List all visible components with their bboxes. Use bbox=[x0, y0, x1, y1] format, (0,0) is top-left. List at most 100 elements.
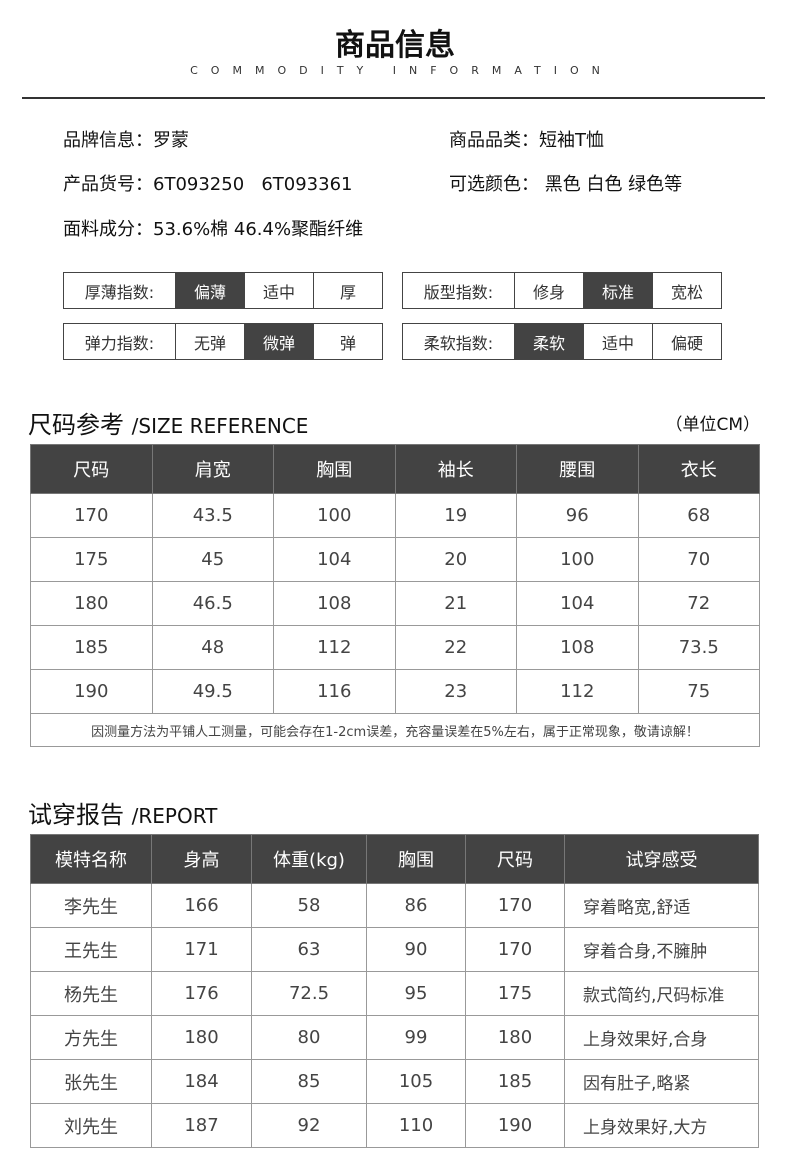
index-option: 偏薄 bbox=[175, 273, 244, 308]
table-cell: 45 bbox=[151, 537, 274, 582]
index-box: 厚薄指数: 偏薄 适中厚 bbox=[63, 272, 383, 309]
table-cell: 22 bbox=[394, 625, 517, 670]
table-cell: 185 bbox=[30, 625, 153, 670]
table-cell: 190 bbox=[30, 669, 153, 714]
table-cell: 180 bbox=[465, 1015, 565, 1060]
column-header: 胸围 bbox=[273, 444, 396, 494]
table-row: 方先生 180 80 99 180 上身效果好,合身 bbox=[30, 1015, 759, 1060]
table-cell: 72 bbox=[637, 581, 760, 626]
note-row: 因测量方法为平铺人工测量，可能会存在1-2cm误差，充容量误差在5%左右，属于正… bbox=[30, 713, 760, 747]
table-cell: 110 bbox=[366, 1103, 466, 1148]
table-cell: 108 bbox=[516, 625, 639, 670]
table-cell: 86 bbox=[366, 883, 466, 928]
table-cell: 112 bbox=[273, 625, 396, 670]
unit-label: （单位CM） bbox=[665, 415, 760, 435]
item-number-info: 产品货号：6T093250 6T093361 bbox=[63, 174, 353, 195]
table-cell: 171 bbox=[151, 927, 252, 972]
index-box: 弹力指数: 无弹 微弹弹 bbox=[63, 323, 383, 360]
table-cell: 180 bbox=[30, 581, 153, 626]
index-label: 版型指数: bbox=[423, 282, 494, 302]
index-option: 微弹 bbox=[244, 324, 313, 359]
page-subtitle: COMMODITY INFORMATION bbox=[190, 64, 613, 77]
index-option: 无弹 bbox=[175, 324, 244, 359]
table-cell: 185 bbox=[465, 1059, 565, 1104]
index-label: 厚薄指数: bbox=[84, 282, 155, 302]
table-row: 175 45 104 20 100 70 bbox=[30, 537, 760, 582]
table-cell: 李先生 bbox=[30, 883, 152, 928]
table-cell: 105 bbox=[366, 1059, 466, 1104]
table-cell: 100 bbox=[516, 537, 639, 582]
table-cell: 75 bbox=[637, 669, 760, 714]
column-header: 尺码 bbox=[30, 444, 153, 494]
table-cell: 80 bbox=[251, 1015, 367, 1060]
table-cell: 100 bbox=[273, 493, 396, 538]
category-info: 商品品类：短袖T恤 bbox=[449, 130, 604, 151]
table-row: 张先生 184 85 105 185 因有肚子,略紧 bbox=[30, 1059, 759, 1104]
index-option: 弹 bbox=[313, 324, 382, 359]
table-cell: 96 bbox=[516, 493, 639, 538]
report-section-title: 试穿报告 /REPORT bbox=[28, 795, 217, 830]
table-cell: 23 bbox=[394, 669, 517, 714]
table-cell: 116 bbox=[273, 669, 396, 714]
table-cell: 58 bbox=[251, 883, 367, 928]
table-cell: 170 bbox=[465, 883, 565, 928]
colors-info: 可选颜色： 黑色 白色 绿色等 bbox=[449, 174, 683, 195]
column-header: 尺码 bbox=[465, 834, 565, 884]
table-cell: 王先生 bbox=[30, 927, 152, 972]
table-cell: 70 bbox=[637, 537, 760, 582]
table-row: 190 49.5 116 23 112 75 bbox=[30, 669, 760, 714]
index-box: 柔软指数: 柔软 适中 偏硬 bbox=[402, 323, 722, 360]
size-title: 尺码参考 bbox=[28, 411, 124, 439]
table-cell: 63 bbox=[251, 927, 367, 972]
table-cell: 180 bbox=[151, 1015, 252, 1060]
table-row: 170 43.5 100 19 96 68 bbox=[30, 493, 760, 538]
index-option: 修身 bbox=[514, 273, 583, 308]
table-cell: 上身效果好,合身 bbox=[564, 1015, 759, 1060]
column-header: 试穿感受 bbox=[564, 834, 759, 884]
index-box: 版型指数: 修身 标准 宽松 bbox=[402, 272, 722, 309]
measurement-note: 因测量方法为平铺人工测量，可能会存在1-2cm误差，充容量误差在5%左右，属于正… bbox=[30, 713, 760, 747]
page-title: 商品信息 bbox=[335, 28, 455, 63]
table-cell: 49.5 bbox=[151, 669, 274, 714]
table-cell: 104 bbox=[516, 581, 639, 626]
table-cell: 43.5 bbox=[151, 493, 274, 538]
column-header: 模特名称 bbox=[30, 834, 152, 884]
table-row: 杨先生 176 72.5 95 175 款式简约,尺码标准 bbox=[30, 971, 759, 1016]
table-cell: 款式简约,尺码标准 bbox=[564, 971, 759, 1016]
table-cell: 92 bbox=[251, 1103, 367, 1148]
table-cell: 85 bbox=[251, 1059, 367, 1104]
column-header: 体重(kg) bbox=[251, 834, 367, 884]
table-cell: 184 bbox=[151, 1059, 252, 1104]
column-header: 衣长 bbox=[637, 444, 760, 494]
table-header-row: 模特名称 身高 体重(kg) 胸围 尺码 试穿感受 bbox=[30, 834, 759, 884]
table-row: 王先生 171 63 90 170 穿着合身,不臃肿 bbox=[30, 927, 759, 972]
table-cell: 170 bbox=[30, 493, 153, 538]
table-cell: 穿着略宽,舒适 bbox=[564, 883, 759, 928]
table-cell: 21 bbox=[394, 581, 517, 626]
report-title: 试穿报告 bbox=[28, 801, 124, 829]
table-cell: 108 bbox=[273, 581, 396, 626]
table-cell: 190 bbox=[465, 1103, 565, 1148]
table-cell: 175 bbox=[465, 971, 565, 1016]
table-row: 180 46.5 108 21 104 72 bbox=[30, 581, 760, 626]
index-label: 弹力指数: bbox=[84, 333, 155, 353]
brand-info: 品牌信息：罗蒙 bbox=[63, 130, 189, 151]
table-cell: 穿着合身,不臃肿 bbox=[564, 927, 759, 972]
index-option: 偏硬 bbox=[652, 324, 721, 359]
index-option: 柔软 bbox=[514, 324, 583, 359]
table-cell: 95 bbox=[366, 971, 466, 1016]
table-cell: 176 bbox=[151, 971, 252, 1016]
table-cell: 99 bbox=[366, 1015, 466, 1060]
table-cell: 方先生 bbox=[30, 1015, 152, 1060]
report-title-en: /REPORT bbox=[131, 804, 218, 828]
size-table: 尺码 肩宽 胸围 袖长 腰围 衣长 170 43.5 100 19 96 68 175 45 104 20 10… bbox=[30, 444, 760, 747]
table-cell: 刘先生 bbox=[30, 1103, 152, 1148]
size-title-en: /SIZE REFERENCE bbox=[131, 414, 309, 438]
table-row: 刘先生 187 92 110 190 上身效果好,大方 bbox=[30, 1103, 759, 1148]
table-cell: 上身效果好,大方 bbox=[564, 1103, 759, 1148]
column-header: 胸围 bbox=[366, 834, 466, 884]
column-header: 肩宽 bbox=[151, 444, 274, 494]
table-cell: 73.5 bbox=[637, 625, 760, 670]
table-cell: 175 bbox=[30, 537, 153, 582]
table-row: 185 48 112 22 108 73.5 bbox=[30, 625, 760, 670]
